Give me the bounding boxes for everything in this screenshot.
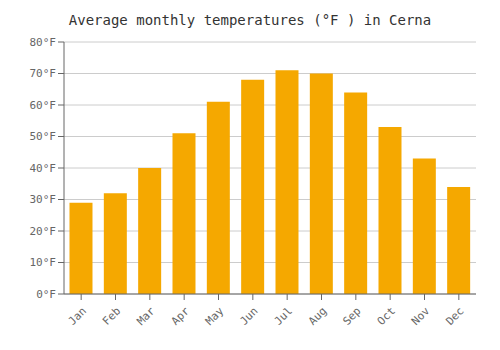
svg-text:Jul: Jul [272,305,295,328]
svg-text:20°F: 20°F [30,225,57,238]
svg-text:Aug: Aug [306,305,329,328]
svg-text:0°F: 0°F [36,288,56,301]
svg-text:Apr: Apr [169,304,193,328]
html-text:Average monthly temperatures (: Average monthly temperatures (°F ) in Ce… [68,12,432,28]
svg-text:Mar: Mar [134,304,158,328]
svg-text:Jan: Jan [66,305,89,328]
svg-text:60°F: 60°F [30,99,57,112]
svg-text:70°F: 70°F [30,67,57,80]
svg-text:80°F: 80°F [30,36,57,49]
svg-text:May: May [203,304,227,328]
svg-text:Jun: Jun [237,305,260,328]
svg-text:Sep: Sep [340,305,363,328]
svg-text:Oct: Oct [375,305,398,328]
svg-text:40°F: 40°F [30,162,57,175]
svg-text:30°F: 30°F [30,193,57,206]
svg-text:Nov: Nov [409,304,433,328]
svg-text:Feb: Feb [100,305,123,328]
svg-text:50°F: 50°F [30,130,57,143]
svg-text:10°F: 10°F [30,256,57,269]
svg-text:Dec: Dec [443,305,466,328]
